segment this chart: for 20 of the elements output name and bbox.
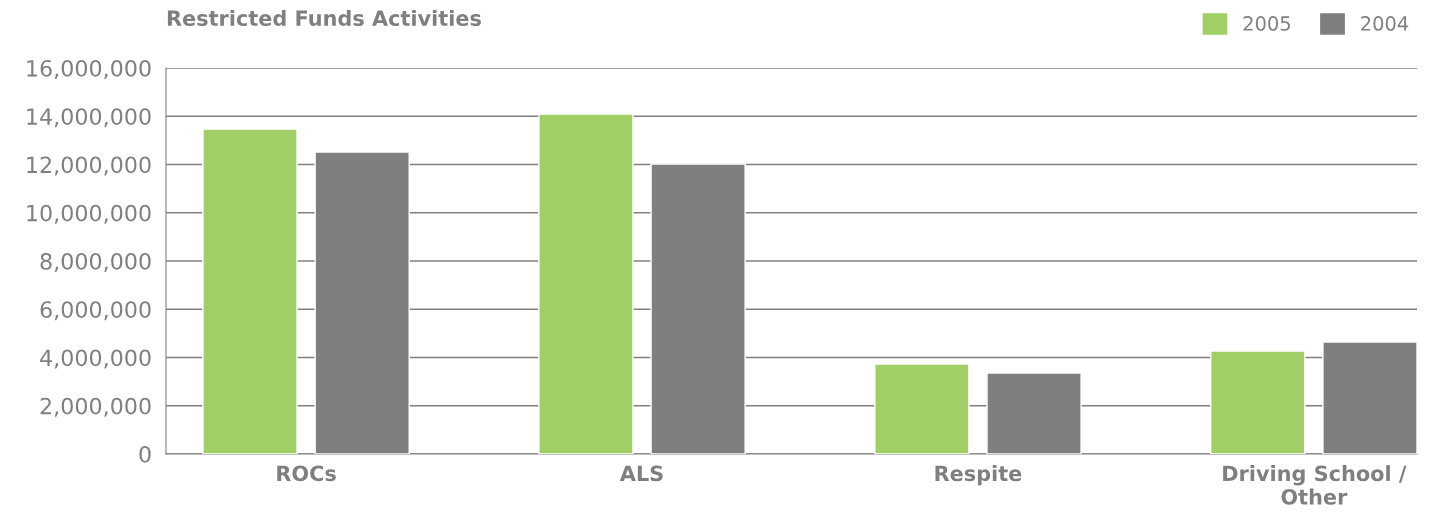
y-tick-label: 12,000,000 [27,156,151,176]
bar [538,113,634,454]
x-tick-label: Respite [935,465,1022,486]
y-tick-label: 14,000,000 [27,108,151,128]
x-tick-label: Driving School / Other [1223,465,1407,505]
bar [1210,350,1306,454]
y-tick-label: 8,000,000 [40,252,151,273]
y-tick-label: 10,000,000 [27,204,151,224]
x-tick-label: ALS [619,465,663,482]
y-tick-label: 4,000,000 [40,349,151,369]
y-tick-label: 16,000,000 [27,59,151,80]
y-tick-label: 0 [139,445,151,463]
x-tick-label: ROCs [277,465,336,482]
legend-label: 2004 [1361,16,1409,31]
bar [874,363,970,454]
chart-title: Restricted Funds Activities [167,9,481,27]
y-tick-label: 6,000,000 [40,301,151,321]
y-tick-label: 2,000,000 [40,397,151,417]
bar [202,128,298,454]
legend-label: 2005 [1243,16,1290,31]
